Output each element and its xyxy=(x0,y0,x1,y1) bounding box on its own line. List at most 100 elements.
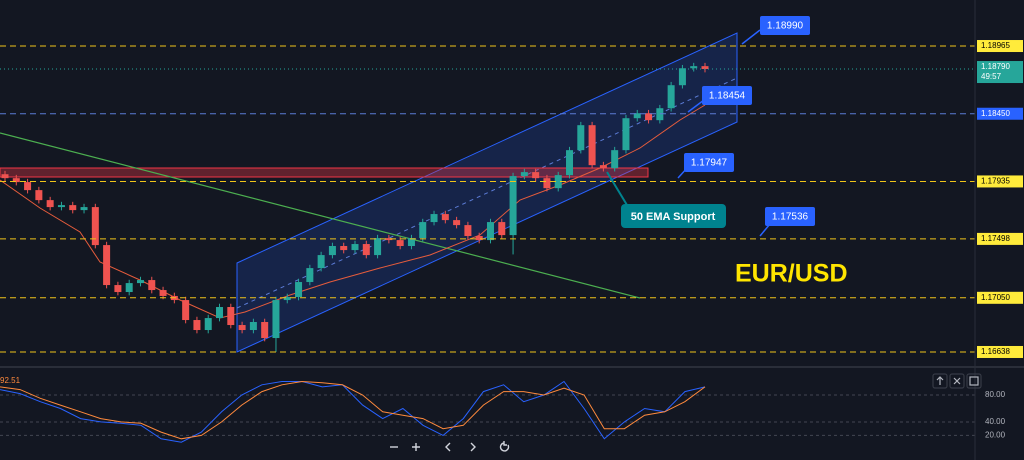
candle-body xyxy=(520,172,528,177)
current-price-label: 1.18790 xyxy=(981,62,1010,71)
candle-body xyxy=(249,322,257,331)
candle-body xyxy=(453,220,461,226)
grid xyxy=(0,394,975,436)
callout-pointer xyxy=(741,29,761,45)
candle-body xyxy=(69,205,77,211)
candle-body xyxy=(57,205,65,208)
candle-body xyxy=(24,182,32,191)
scroll-right-button[interactable] xyxy=(470,442,476,452)
pane-buttons xyxy=(932,373,982,389)
candle-body xyxy=(486,222,494,241)
candle-body xyxy=(204,318,212,331)
candle-body xyxy=(159,290,167,296)
candle-body xyxy=(633,113,641,119)
maximize-button[interactable] xyxy=(966,373,982,389)
candle-body xyxy=(374,238,382,256)
candle-body xyxy=(272,300,280,339)
candle-body xyxy=(419,222,427,239)
candle-body xyxy=(441,214,449,221)
zoom-in-button[interactable] xyxy=(412,443,420,451)
move-up-button[interactable] xyxy=(932,373,948,389)
candle-body xyxy=(385,238,393,241)
callout-box xyxy=(702,86,752,105)
candle-body xyxy=(498,222,506,236)
candle-body xyxy=(407,238,415,247)
annotation-box xyxy=(621,204,726,228)
candle-body xyxy=(678,68,686,86)
candle-body xyxy=(114,285,122,293)
level-label-box xyxy=(977,345,1023,358)
candle-body xyxy=(656,108,664,121)
candle-body xyxy=(475,236,483,241)
callout-label: 1.17536 xyxy=(772,212,809,223)
candle-body xyxy=(622,118,630,151)
candle-body xyxy=(464,225,472,237)
candle-body xyxy=(238,325,246,331)
zoom-toolbar xyxy=(390,441,510,452)
candle-body xyxy=(283,297,291,301)
candle-body xyxy=(306,268,314,283)
callout-pointer xyxy=(687,99,705,113)
reset-button[interactable] xyxy=(499,441,510,452)
candle-body xyxy=(543,178,551,189)
level-label: 1.18965 xyxy=(981,41,1010,50)
callout-label: 1.17947 xyxy=(691,158,728,169)
level-label-box xyxy=(977,232,1023,245)
y-tick-label: 20.00 xyxy=(985,431,1006,440)
candle-body xyxy=(261,322,269,339)
candle-body xyxy=(509,176,517,236)
level-label: 1.16638 xyxy=(981,347,1010,356)
candle-body xyxy=(35,190,43,201)
candle-body xyxy=(690,66,698,69)
trendline xyxy=(0,132,641,299)
candle-body xyxy=(80,207,88,211)
icon xyxy=(953,377,961,385)
channel-midline xyxy=(236,77,738,309)
candle-body xyxy=(1,174,9,179)
resistance-zone xyxy=(0,167,649,178)
close-button[interactable] xyxy=(949,373,965,389)
candle-body xyxy=(532,172,540,179)
callout-box xyxy=(760,16,810,35)
candle-body xyxy=(701,66,709,70)
candle-body xyxy=(362,244,370,256)
level-label-box xyxy=(977,175,1023,188)
candle-body xyxy=(182,300,190,321)
candle-body xyxy=(588,125,596,166)
indicator-line xyxy=(0,380,706,440)
candle-body xyxy=(351,244,359,251)
candle-body xyxy=(340,246,348,251)
y-tick-label: 80.00 xyxy=(985,390,1006,399)
icon xyxy=(969,376,979,386)
candle-body xyxy=(216,307,224,319)
candle-body xyxy=(667,85,675,109)
candle-body xyxy=(227,307,235,326)
candle-body xyxy=(136,280,144,284)
candle-body xyxy=(193,320,201,331)
candle-body xyxy=(566,150,574,176)
candle-body xyxy=(328,246,336,256)
level-label: 1.17050 xyxy=(981,293,1010,302)
candle-body xyxy=(125,283,133,293)
level-label-box xyxy=(977,291,1023,304)
candle-body xyxy=(645,113,653,121)
plot: 92.51 xyxy=(0,45,975,443)
chart-title: EUR/USD xyxy=(735,260,848,288)
callout-pointer xyxy=(606,171,631,211)
current-price-box xyxy=(977,61,1023,84)
indicator-value-label: 92.51 xyxy=(0,376,21,385)
scroll-left-button[interactable] xyxy=(445,442,451,452)
callout-box xyxy=(765,207,815,226)
icon xyxy=(936,376,944,385)
level-label-box xyxy=(977,40,1023,53)
candle-body xyxy=(611,150,619,169)
callout-label: 1.18990 xyxy=(767,21,804,32)
candle-body xyxy=(103,245,111,286)
level-label: 1.17935 xyxy=(981,177,1010,186)
callout-box xyxy=(684,153,734,172)
level-label: 1.18450 xyxy=(981,109,1010,118)
candle-body xyxy=(577,125,585,151)
callout-label: 1.18454 xyxy=(709,91,746,102)
candle-body xyxy=(396,240,404,247)
candle-body xyxy=(295,282,303,298)
